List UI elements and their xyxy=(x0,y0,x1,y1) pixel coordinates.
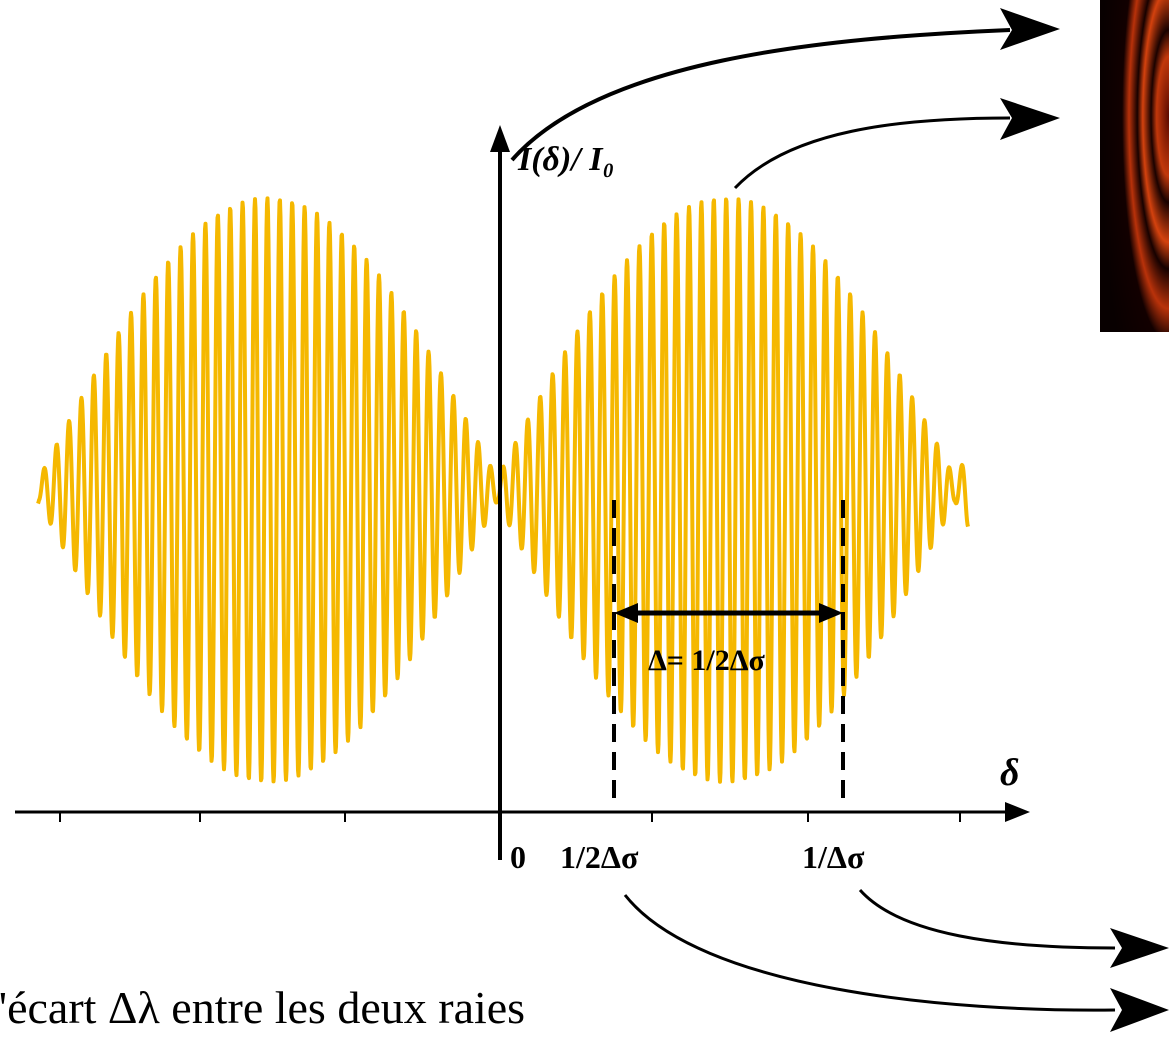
y-axis-label: I(δ)/ I₀ xyxy=(517,141,614,178)
y-axis-arrowhead xyxy=(490,125,510,152)
pointer-arrowhead-axis-to-image xyxy=(1000,8,1060,50)
tick-label-half-period: 1/2Δσ xyxy=(560,839,639,875)
pointer-arrowhead-period-to-caption xyxy=(1110,928,1169,968)
x-axis-minor-ticks xyxy=(59,812,961,822)
pointer-arrowhead-half-period-to-caption xyxy=(1110,988,1169,1032)
pointer-arrow-half-period-to-caption xyxy=(623,894,1116,1012)
fringe-pattern-image xyxy=(1100,0,1169,332)
tick-label-period: 1/Δσ xyxy=(802,839,865,875)
beat-signal-curve xyxy=(36,196,970,784)
x-axis-label: δ xyxy=(1000,752,1019,794)
pointer-arrow-peak-to-image xyxy=(733,116,1011,190)
period-arrowhead-left xyxy=(614,603,638,623)
caption-text: l'écart Δλ entre les deux raies xyxy=(0,982,526,1033)
pointer-arrowhead-peak-to-image xyxy=(1000,98,1060,140)
pointer-arrow-axis-to-image xyxy=(510,28,1011,162)
pointer-arrow-period-to-caption xyxy=(858,889,1116,950)
tick-label-zero: 0 xyxy=(510,839,526,875)
period-annotation: Δ= 1/2Δσ xyxy=(648,644,766,677)
period-arrowhead-right xyxy=(819,603,843,623)
x-axis-arrowhead xyxy=(1005,802,1030,822)
